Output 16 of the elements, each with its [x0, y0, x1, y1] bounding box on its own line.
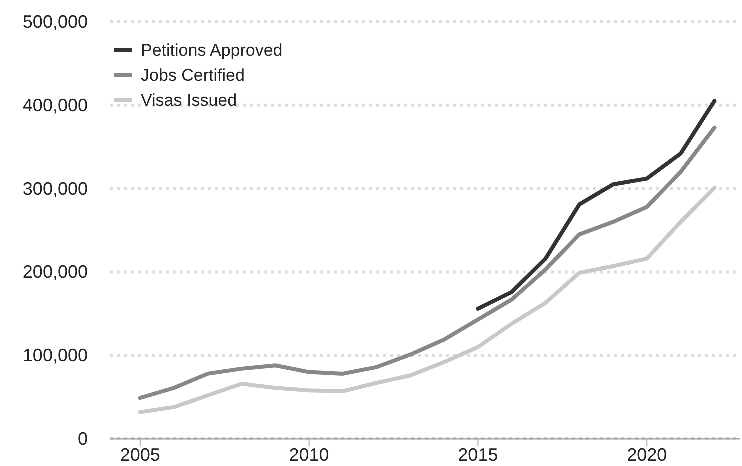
legend-label: Jobs Certified: [141, 66, 245, 85]
legend-label: Petitions Approved: [141, 41, 283, 60]
x-tick-label: 2010: [289, 445, 330, 465]
line-series: [476, 99, 717, 311]
line-series: [138, 186, 717, 414]
x-tick-label: 2015: [458, 445, 498, 465]
y-tick-label: 100,000: [22, 346, 88, 366]
y-tick-label: 300,000: [22, 178, 88, 199]
y-tick-label: 0: [78, 429, 88, 449]
line-series: [138, 126, 717, 400]
legend-label: Visas Issued: [141, 91, 238, 110]
y-tick-label: 400,000: [22, 95, 88, 116]
x-tick-label: 2005: [120, 445, 160, 465]
x-tick-label: 2020: [627, 445, 668, 465]
y-tick-label: 500,000: [22, 12, 88, 32]
y-tick-label: 200,000: [22, 262, 88, 282]
